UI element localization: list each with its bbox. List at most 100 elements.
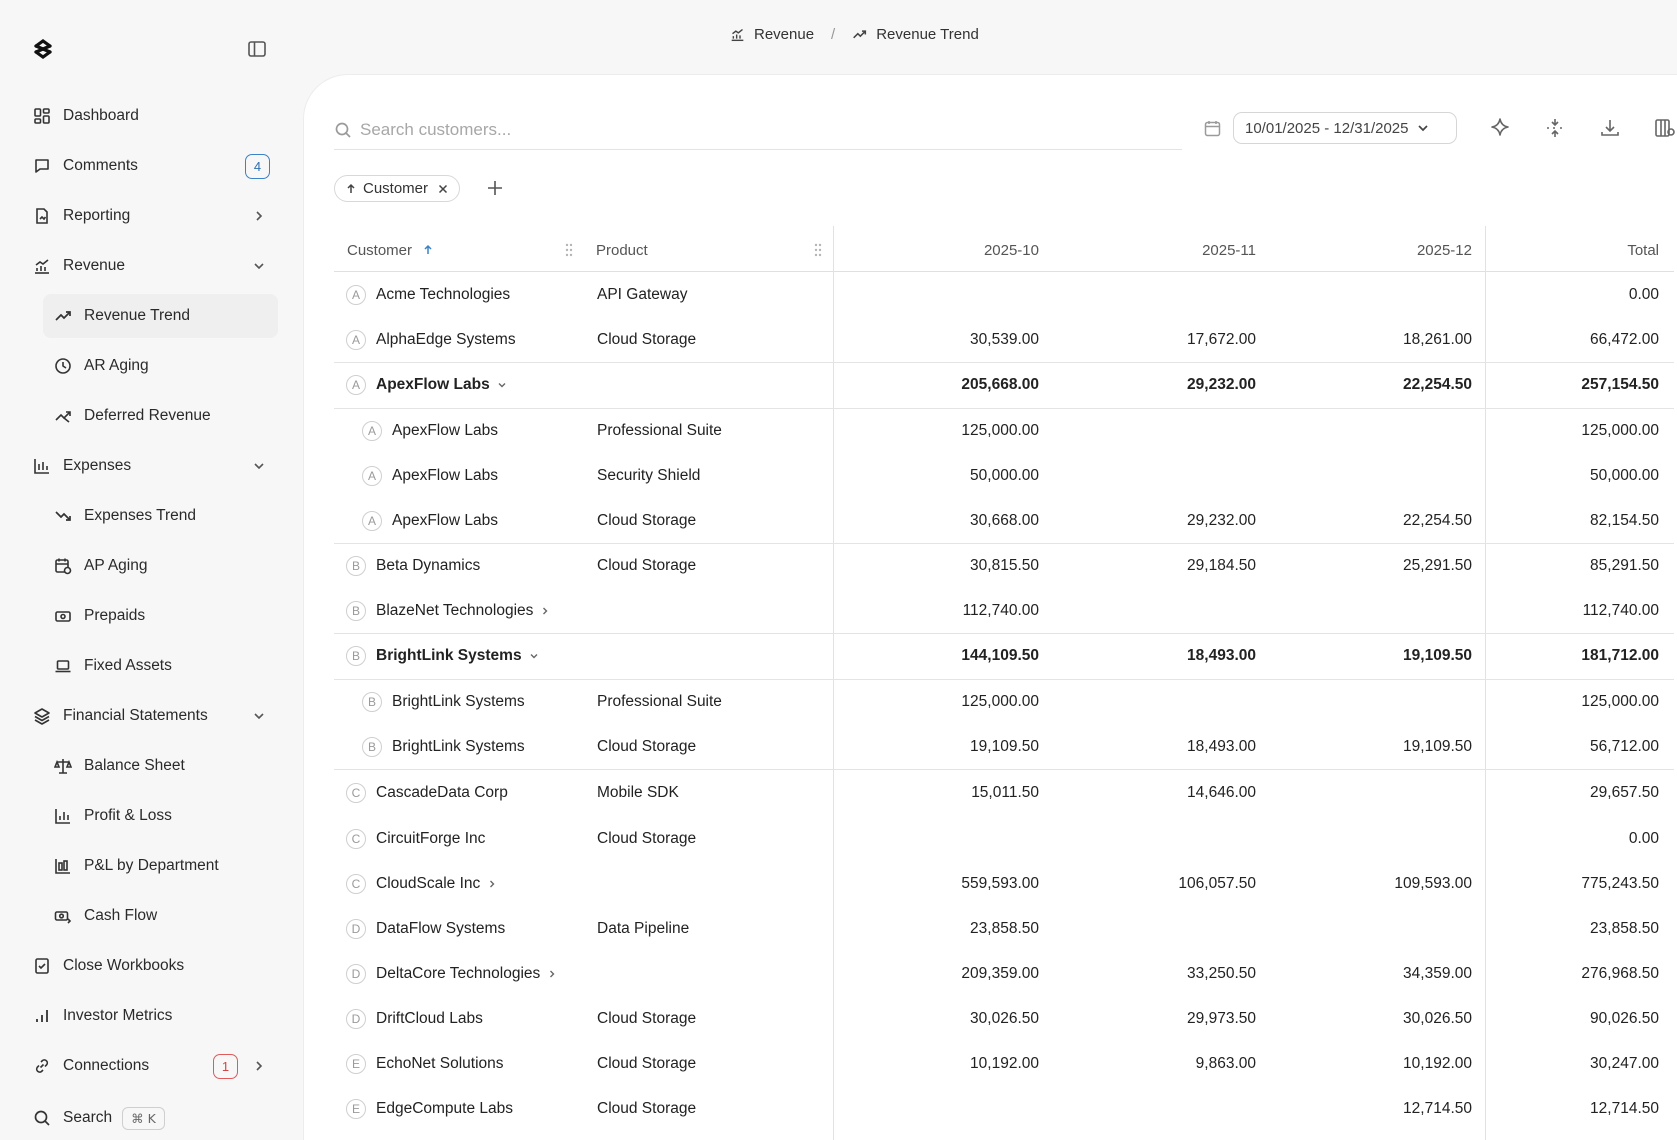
month-2025-12-cell: 22,254.50	[1403, 376, 1472, 393]
month-2025-10-cell: 112,740.00	[962, 601, 1039, 619]
sidebar-item-profit-loss[interactable]: Profit & Loss	[43, 794, 278, 838]
drag-handle-icon[interactable]	[565, 243, 573, 257]
total-cell: 66,472.00	[1590, 330, 1659, 348]
table-row[interactable]: A ApexFlow Labs Professional Suite 125,000.…	[334, 408, 1674, 453]
table-row[interactable]: B BlazeNet Technologies 112,740.00 112,740.…	[334, 588, 1674, 633]
sidebar-item-cash-flow[interactable]: Cash Flow	[43, 894, 278, 938]
sidebar-item-close-workbooks[interactable]: Close Workbooks	[22, 944, 278, 988]
close-icon[interactable]	[437, 183, 449, 195]
customer-name: Acme Technologies	[376, 285, 511, 303]
table-row[interactable]: C CircuitForge Inc Cloud Storage 0.00	[334, 816, 1674, 861]
total-cell: 276,968.50	[1581, 964, 1659, 982]
product-cell: API Gateway	[597, 285, 688, 303]
filter-chip-label: Customer	[363, 180, 429, 197]
table-row[interactable]: E EdgeCompute Labs Cloud Storage 12,714.50 1…	[334, 1086, 1674, 1131]
table-group-row[interactable]: A ApexFlow Labs 205,668.00 29,232.00 22,254.…	[334, 362, 1674, 408]
add-icon[interactable]	[485, 178, 505, 198]
chevron-right-icon[interactable]	[539, 605, 551, 617]
product-cell: Data Pipeline	[597, 919, 690, 937]
column-header-2025-12[interactable]: 2025-12	[1274, 228, 1472, 272]
date-range-value: 10/01/2025 - 12/31/2025	[1245, 119, 1409, 137]
calendar-icon[interactable]	[1203, 119, 1222, 138]
sparkle-icon[interactable]	[1489, 117, 1511, 139]
table-row[interactable]: A ApexFlow Labs Security Shield 50,000.00 50…	[334, 453, 1674, 498]
customer-name: ApexFlow Labs	[392, 421, 498, 439]
sidebar-item-ap-aging[interactable]: AP Aging	[43, 544, 278, 588]
checklist-icon	[35, 958, 49, 974]
product-cell: Cloud Storage	[597, 556, 697, 574]
sidebar-item-investor-metrics[interactable]: Investor Metrics	[22, 994, 278, 1038]
table-row[interactable]: A Acme Technologies API Gateway 0.00	[334, 272, 1674, 317]
app-logo[interactable]	[31, 37, 55, 61]
table-row[interactable]: D DriftCloud Labs Cloud Storage 30,026.50 29…	[334, 996, 1674, 1041]
sidebar-item-comments[interactable]: Comments 4	[22, 144, 278, 188]
column-divider	[1485, 226, 1486, 1140]
columns-settings-icon[interactable]	[1654, 117, 1676, 139]
customer-cell: D DataFlow Systems	[346, 906, 505, 951]
column-header-product[interactable]: Product	[596, 228, 648, 272]
row-divider	[334, 769, 1674, 770]
breadcrumb-revenue[interactable]: Revenue	[730, 26, 814, 43]
column-header-2025-11[interactable]: 2025-11	[1056, 228, 1256, 272]
sidebar-item-search[interactable]: Search ⌘ K	[22, 1096, 278, 1140]
month-2025-12-cell	[1274, 769, 1472, 816]
table-row[interactable]: A ApexFlow Labs Cloud Storage 30,668.00 29,2…	[334, 498, 1674, 543]
customer-name: BlazeNet Technologies	[376, 601, 534, 619]
sidebar-item-revenue[interactable]: Revenue	[22, 244, 278, 288]
sidebar-item-financial-statements[interactable]: Financial Statements	[22, 694, 278, 738]
sidebar-item-label: Revenue	[63, 257, 126, 274]
total-cell: 0.00	[1628, 285, 1659, 303]
chevron-right-icon[interactable]	[486, 878, 498, 890]
customer-filter-chip[interactable]: Customer	[334, 175, 461, 202]
drag-handle-icon[interactable]	[814, 243, 822, 257]
month-2025-12-cell	[1274, 679, 1472, 724]
download-icon[interactable]	[1599, 117, 1621, 139]
table-row[interactable]: B BrightLink Systems Professional Suite 125…	[334, 679, 1674, 724]
month-2025-12-cell: 19,109.50	[1403, 647, 1472, 664]
month-2025-10-cell: 50,000.00	[970, 466, 1039, 484]
table-row[interactable]: D DataFlow Systems Data Pipeline 23,858.50 2…	[334, 906, 1674, 951]
sidebar-item-prepaids[interactable]: Prepaids	[43, 594, 278, 638]
table-row[interactable]: C CloudScale Inc 559,593.00 106,057.50 109,5…	[334, 861, 1674, 906]
breadcrumb-label: Revenue Trend	[876, 26, 979, 43]
search-input[interactable]	[360, 119, 1140, 140]
table-row[interactable]: E EchoNet Solutions Cloud Storage 10,192.00…	[334, 1041, 1674, 1086]
table-row[interactable]: B BrightLink Systems Cloud Storage 19,109.5…	[334, 724, 1674, 769]
sidebar-item-expenses[interactable]: Expenses	[22, 444, 278, 488]
date-range-picker[interactable]: 10/01/2025 - 12/31/2025	[1233, 112, 1457, 144]
table-group-row[interactable]: B BrightLink Systems 144,109.50 18,493.00 19…	[334, 633, 1674, 679]
chevron-down-icon[interactable]	[528, 650, 540, 662]
column-header-customer[interactable]: Customer	[347, 228, 434, 272]
sidebar-item-label: AR Aging	[84, 357, 149, 374]
month-2025-12-cell	[1274, 588, 1472, 633]
product-cell: Cloud Storage	[597, 737, 697, 755]
expand-rows-icon[interactable]	[1544, 117, 1566, 139]
table-row[interactable]: D DeltaCore Technologies 209,359.00 33,250.…	[334, 951, 1674, 996]
table-row[interactable]: C CascadeData Corp Mobile SDK 15,011.50 14,6…	[334, 769, 1674, 816]
chevron-down-icon	[1418, 125, 1429, 132]
sidebar-item-reporting[interactable]: Reporting	[22, 194, 278, 238]
sidebar-item-balance-sheet[interactable]: Balance Sheet	[43, 744, 278, 788]
sidebar-item-fixed-assets[interactable]: Fixed Assets	[43, 644, 278, 688]
total-cell: 12,714.50	[1590, 1099, 1659, 1117]
sidebar-item-connections[interactable]: Connections 1	[22, 1044, 278, 1088]
customer-avatar: E	[346, 1053, 366, 1074]
sidebar-item-ar-aging[interactable]: AR Aging	[43, 344, 278, 388]
column-header-2025-10[interactable]: 2025-10	[834, 228, 1039, 272]
sidebar-item-revenue-trend[interactable]: Revenue Trend	[43, 294, 278, 338]
sidebar-item-expenses-trend[interactable]: Expenses Trend	[43, 494, 278, 538]
month-2025-11-cell: 18,493.00	[1187, 737, 1256, 755]
table-row[interactable]: B Beta Dynamics Cloud Storage 30,815.50 29,1…	[334, 543, 1674, 588]
table-row[interactable]: A AlphaEdge Systems Cloud Storage 30,539.00…	[334, 317, 1674, 362]
breadcrumb-revenue-trend[interactable]: Revenue Trend	[852, 26, 979, 43]
chevron-right-icon[interactable]	[546, 968, 558, 980]
sidebar-toggle-icon[interactable]	[246, 38, 268, 60]
chevron-down-icon[interactable]	[496, 379, 508, 391]
sort-ascending-icon[interactable]	[422, 244, 434, 256]
customer-cell: A ApexFlow Labs	[362, 453, 498, 498]
sidebar-item-dashboard[interactable]: Dashboard	[22, 94, 278, 138]
sidebar-item-deferred-revenue[interactable]: Deferred Revenue	[43, 394, 278, 438]
sidebar-item-pl-by-department[interactable]: P&L by Department	[43, 844, 278, 888]
month-2025-10-cell: 30,539.00	[970, 330, 1039, 348]
column-header-total[interactable]: Total	[1494, 228, 1659, 272]
